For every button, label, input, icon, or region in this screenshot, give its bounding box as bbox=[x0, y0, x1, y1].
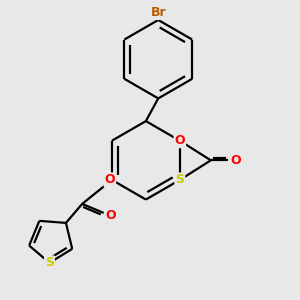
Text: Br: Br bbox=[150, 6, 166, 19]
Text: O: O bbox=[230, 154, 241, 167]
Text: S: S bbox=[45, 256, 54, 269]
Text: S: S bbox=[175, 173, 184, 186]
Text: O: O bbox=[105, 209, 116, 222]
Text: O: O bbox=[104, 173, 115, 186]
Text: O: O bbox=[175, 134, 185, 147]
